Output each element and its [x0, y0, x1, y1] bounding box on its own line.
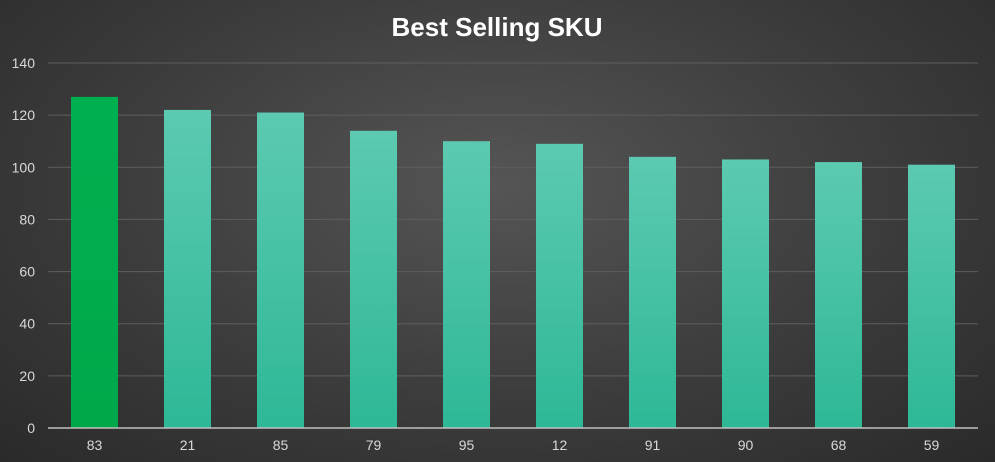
bar-sku-12: [536, 143, 583, 429]
y-tick-label: 40: [19, 316, 35, 332]
y-tick-label: 60: [19, 264, 35, 280]
y-tick-label: 80: [19, 211, 35, 227]
y-axis-ticks: 0 20 40 60 80 100 120 140: [12, 55, 36, 436]
bar-sku-95: [443, 141, 490, 428]
bar-sku-68: [815, 162, 862, 429]
bar-sku-59: [908, 164, 955, 428]
x-tick-label: 83: [87, 437, 103, 453]
chart-title: Best Selling SKU: [392, 12, 603, 42]
y-tick-label: 120: [12, 107, 36, 123]
x-tick-label: 95: [459, 437, 475, 453]
x-tick-label: 79: [366, 437, 382, 453]
x-tick-label: 21: [180, 437, 196, 453]
bar-sku-90: [722, 159, 769, 428]
bar-sku-79: [350, 130, 397, 429]
x-tick-label: 90: [738, 437, 754, 453]
y-tick-label: 0: [27, 420, 35, 436]
x-tick-label: 59: [924, 437, 940, 453]
bars: [71, 96, 955, 429]
x-axis-ticks: 83 21 85 79 95 12 91 90 68 59: [87, 437, 940, 453]
x-tick-label: 12: [552, 437, 568, 453]
bar-sku-85: [257, 112, 304, 429]
x-tick-label: 91: [645, 437, 661, 453]
bar-sku-21: [164, 109, 211, 428]
bar-sku-91: [629, 156, 676, 428]
y-tick-label: 20: [19, 368, 35, 384]
x-tick-label: 68: [831, 437, 847, 453]
y-tick-label: 140: [12, 55, 36, 71]
y-tick-label: 100: [12, 159, 36, 175]
bar-sku-83: [71, 96, 118, 429]
x-tick-label: 85: [273, 437, 289, 453]
